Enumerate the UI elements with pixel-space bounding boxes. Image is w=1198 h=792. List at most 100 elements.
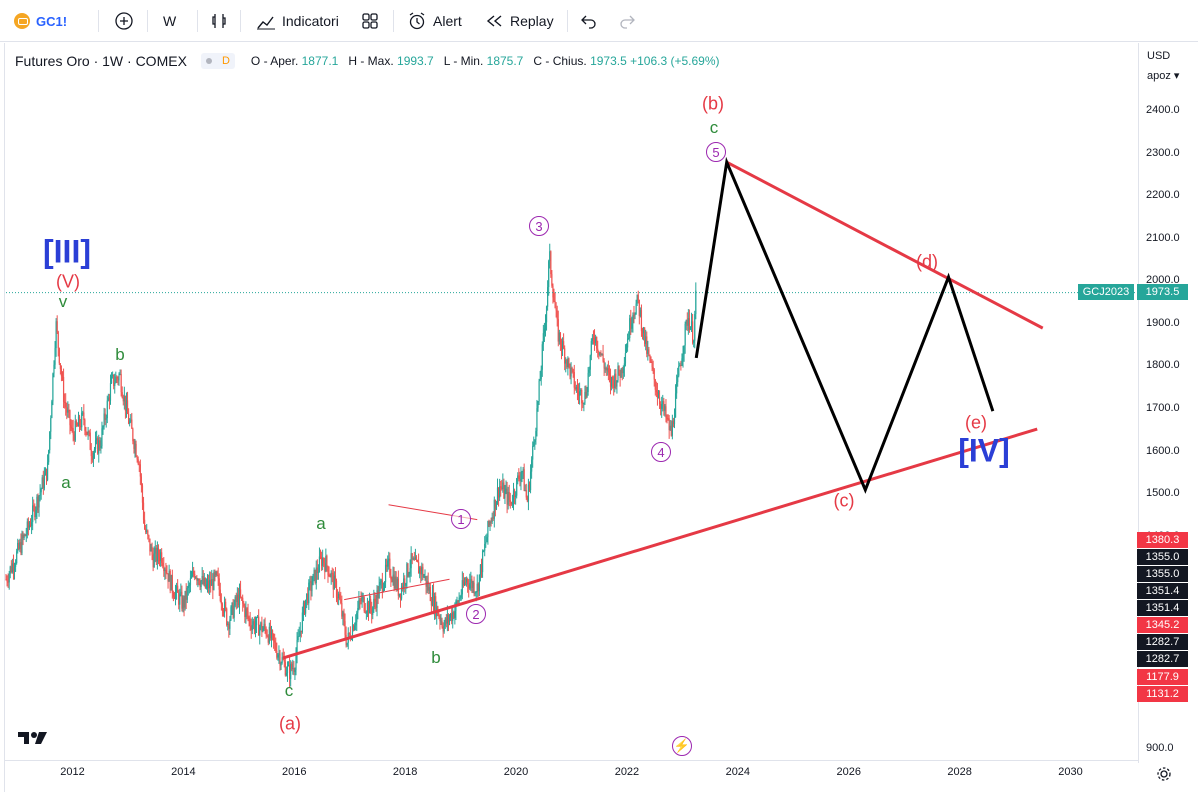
candle-body <box>297 636 299 641</box>
unit-label[interactable]: apoz ▾ <box>1147 69 1179 82</box>
open-value: 1877.1 <box>301 54 339 68</box>
chart-pane[interactable] <box>4 43 1198 792</box>
replay-button[interactable]: Replay <box>486 9 554 33</box>
market-status-badge[interactable]: D <box>200 53 235 69</box>
candle-body <box>364 611 366 613</box>
candle-body <box>359 600 361 602</box>
candle-body <box>545 306 548 323</box>
time-tick-label: 2016 <box>282 766 307 778</box>
wave-label-V-major: (V) <box>56 271 80 292</box>
candle-body <box>69 410 71 426</box>
flash-events-icon[interactable]: ⚡ <box>672 736 692 756</box>
candle-body <box>167 573 169 582</box>
candle-body <box>511 502 514 505</box>
candle-body <box>469 582 471 589</box>
candle-body <box>131 419 133 429</box>
price-tag: 1282.7 <box>1137 634 1188 650</box>
candle-body <box>121 392 123 398</box>
candle-body <box>650 361 652 363</box>
candle-body <box>542 333 544 345</box>
candle-body <box>663 401 665 411</box>
candle-body <box>307 593 309 604</box>
wave-label-2: 2 <box>466 604 486 624</box>
candle-body <box>477 583 479 592</box>
candle-body <box>314 569 316 583</box>
candle-body <box>394 576 396 589</box>
time-axis[interactable] <box>4 760 1138 792</box>
indicators-button[interactable]: Indicatori <box>256 9 339 33</box>
candle-body <box>244 606 246 617</box>
interval-button[interactable]: W <box>163 9 176 33</box>
candle-body <box>304 599 307 614</box>
candle-body <box>380 580 382 582</box>
price-tick-label: 1700.0 <box>1146 402 1180 414</box>
candle-body <box>495 501 498 510</box>
candle-body <box>602 353 604 362</box>
candle-body <box>567 358 569 368</box>
wave-label-a: a <box>61 473 71 492</box>
candle-body <box>503 482 505 499</box>
candle-body <box>507 491 509 505</box>
candle-body <box>535 431 537 440</box>
undo-button[interactable] <box>580 9 598 33</box>
candle-body <box>492 517 494 519</box>
candle-body <box>496 487 499 502</box>
candle-body <box>501 487 503 490</box>
candle-body <box>640 310 643 332</box>
candle-body <box>538 380 540 402</box>
candle-body <box>252 621 254 625</box>
close-label: C - Chius. <box>533 54 587 68</box>
currency-label[interactable]: USD <box>1147 50 1171 62</box>
candle-body <box>150 546 152 552</box>
candle-body <box>584 392 586 403</box>
candle-body <box>29 525 32 527</box>
add-symbol-button[interactable] <box>113 9 135 33</box>
candle-body <box>454 610 456 618</box>
candle-body <box>266 635 268 637</box>
indicators-label: Indicatori <box>282 13 339 29</box>
candle-body <box>235 596 237 602</box>
candle-body <box>248 617 250 619</box>
candle-body <box>260 622 262 628</box>
candle-body <box>485 542 487 544</box>
candle-body <box>265 628 267 636</box>
candle-body <box>25 534 27 536</box>
candle-body <box>432 592 435 612</box>
candle-body <box>327 566 329 576</box>
redo-button[interactable] <box>618 9 636 33</box>
candle-body <box>612 376 614 381</box>
candle-body <box>20 542 22 553</box>
toolbar-divider <box>98 10 99 32</box>
candle-body <box>397 578 399 596</box>
candle-body <box>264 623 266 629</box>
candle-body <box>418 562 420 574</box>
candle-body <box>376 590 378 608</box>
candle-body <box>513 490 516 497</box>
candle-body <box>549 251 551 262</box>
candle-body <box>550 251 552 275</box>
candle-body <box>118 374 120 381</box>
candle-body <box>447 614 450 622</box>
candle-body <box>389 558 391 576</box>
price-tag: 1351.4 <box>1137 583 1188 599</box>
candle-body <box>692 321 694 343</box>
candle-body <box>68 409 70 411</box>
candle-body <box>441 620 443 627</box>
settings-gear-icon[interactable] <box>1156 766 1172 787</box>
candle-body <box>591 337 593 342</box>
tradingview-logo-icon[interactable] <box>18 730 48 751</box>
chart-type-button[interactable] <box>210 9 228 33</box>
candle-body <box>12 563 15 571</box>
candle-body <box>124 395 127 411</box>
candle-body <box>384 564 387 583</box>
symbol-button[interactable]: GC1! <box>14 9 67 33</box>
candle-body <box>387 560 389 567</box>
candle-body <box>606 368 608 371</box>
alert-button[interactable]: Alert <box>407 9 462 33</box>
candle-body <box>428 587 430 591</box>
candle-body <box>223 601 226 613</box>
layouts-button[interactable] <box>361 9 379 33</box>
candle-body <box>110 376 113 384</box>
candle-body <box>687 318 689 326</box>
